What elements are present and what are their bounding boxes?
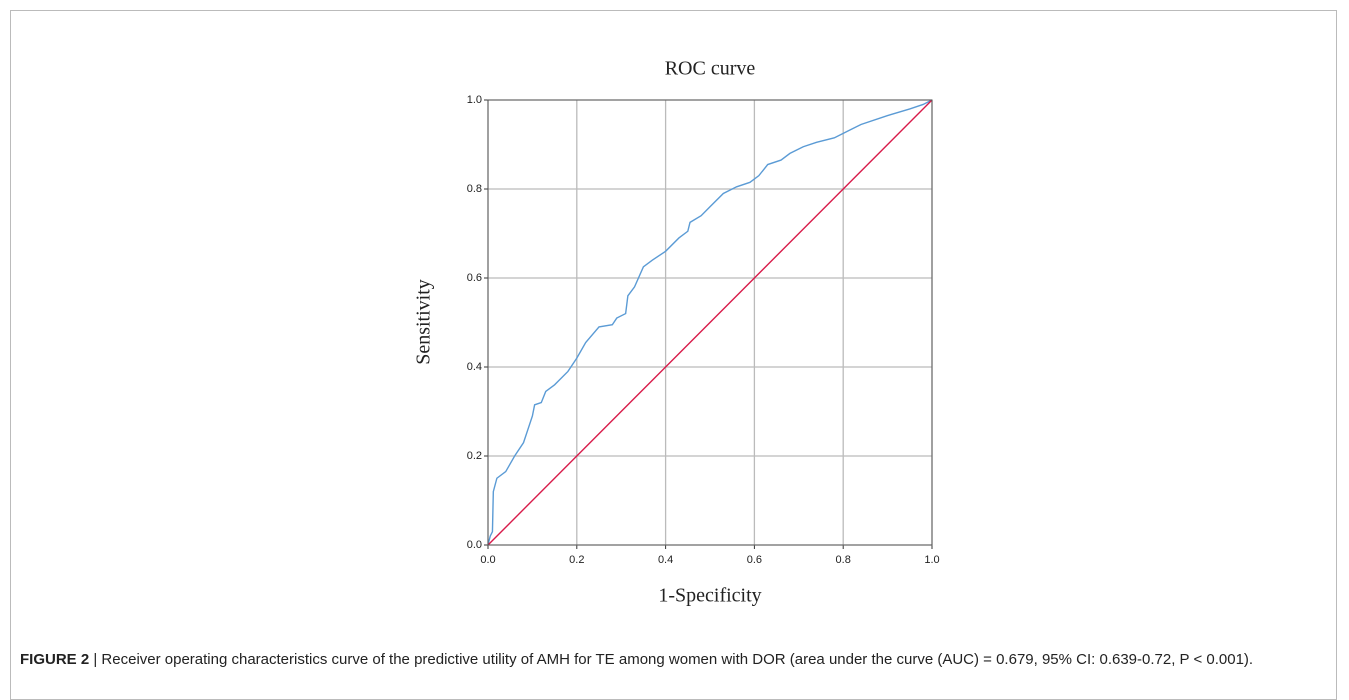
y-tick-label: 0.8	[467, 183, 482, 195]
y-tick-label: 0.4	[467, 361, 482, 373]
y-axis-label: Sensitivity	[413, 279, 435, 365]
y-tick-label: 0.2	[467, 450, 482, 462]
x-tick-label: 0.0	[480, 554, 495, 566]
x-tick-label: 0.4	[658, 554, 673, 566]
caption-text: | Receiver operating characteristics cur…	[93, 651, 1254, 668]
x-tick-label: 0.2	[569, 554, 584, 566]
caption-label: FIGURE 2	[20, 651, 90, 668]
caption: FIGURE 2 | Receiver operating characteri…	[20, 648, 1320, 671]
chart: ROC curve 1-Specificity Sensitivity 0.0 0…	[413, 58, 940, 607]
series-line	[487, 99, 933, 546]
y-tick-label: 0.0	[467, 539, 482, 551]
y-tick-label: 1.0	[467, 94, 482, 106]
chart-title: ROC curve	[665, 58, 756, 80]
x-tick-label: 1.0	[924, 554, 939, 566]
series-line	[487, 99, 933, 546]
plot-frame	[487, 99, 933, 546]
x-axis-label: 1-Specificity	[658, 585, 761, 607]
y-tick-label: 0.6	[467, 272, 482, 284]
x-tick-label: 0.8	[836, 554, 851, 566]
x-tick-label: 0.6	[747, 554, 762, 566]
